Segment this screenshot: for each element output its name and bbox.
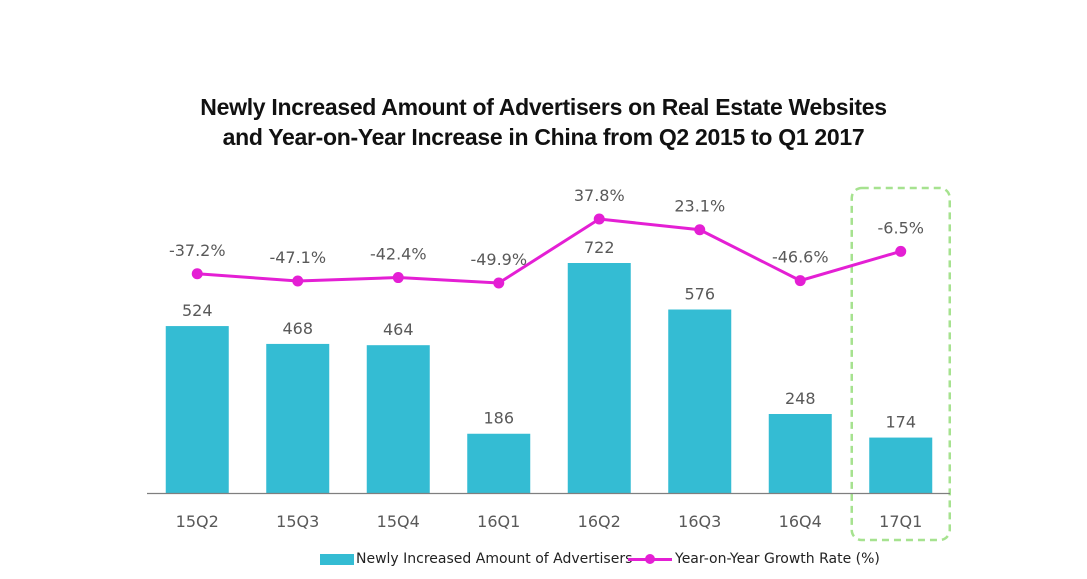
bar-value-label-17Q1: 174: [885, 413, 916, 432]
growth-label-16Q1: -49.9%: [470, 250, 527, 269]
bar-value-label-16Q2: 722: [584, 238, 615, 257]
x-tick-label-16Q3: 16Q3: [678, 512, 721, 531]
growth-label-16Q4: -46.6%: [772, 248, 829, 267]
growth-label-15Q4: -42.4%: [370, 245, 427, 264]
legend-swatch-line: [628, 552, 672, 566]
growth-point-15Q4: [392, 272, 404, 284]
bar-value-label-16Q3: 576: [684, 285, 715, 304]
growth-point-16Q2: [593, 213, 605, 225]
growth-label-16Q3: 23.1%: [674, 197, 725, 216]
x-tick-label-15Q3: 15Q3: [276, 512, 319, 531]
bar-16Q2: [567, 263, 631, 493]
growth-point-17Q1: [895, 245, 907, 257]
x-tick-label-16Q4: 16Q4: [779, 512, 822, 531]
legend-swatch-bar: [320, 553, 354, 565]
bar-value-label-15Q3: 468: [282, 319, 313, 338]
bar-15Q4: [366, 345, 430, 493]
x-tick-label-15Q4: 15Q4: [377, 512, 420, 531]
legend: Newly Increased Amount of Advertisers Ye…: [0, 551, 1087, 573]
x-tick-label-15Q2: 15Q2: [176, 512, 219, 531]
growth-label-15Q2: -37.2%: [169, 241, 226, 260]
bar-value-label-16Q4: 248: [785, 389, 816, 408]
chart-title-line-2: and Year-on-Year Increase in China from …: [222, 124, 865, 150]
bar-value-label-15Q2: 524: [182, 301, 213, 320]
x-tick-label-17Q1: 17Q1: [879, 512, 922, 531]
bar-15Q3: [266, 343, 330, 493]
growth-point-15Q2: [191, 268, 203, 280]
bar-value-label-16Q1: 186: [483, 409, 514, 428]
growth-label-15Q3: -47.1%: [269, 248, 326, 267]
legend-item-line: Year-on-Year Growth Rate (%): [628, 551, 880, 567]
legend-label-line: Year-on-Year Growth Rate (%): [675, 551, 880, 567]
growth-point-16Q3: [694, 224, 706, 236]
growth-rate-line: [197, 217, 902, 285]
highlight-box: [850, 186, 951, 542]
bar-16Q1: [467, 433, 531, 493]
legend-item-bars: Newly Increased Amount of Advertisers: [320, 551, 632, 567]
bar-15Q2: [165, 326, 229, 493]
growth-point-16Q1: [493, 277, 505, 289]
bar-value-label-15Q4: 464: [383, 320, 414, 339]
bar-17Q1: [869, 437, 933, 493]
growth-label-16Q2: 37.8%: [574, 186, 625, 205]
legend-label-bars: Newly Increased Amount of Advertisers: [356, 551, 633, 567]
chart-title-line-1: Newly Increased Amount of Advertisers on…: [200, 94, 887, 120]
x-tick-label-16Q2: 16Q2: [578, 512, 621, 531]
growth-point-16Q4: [794, 275, 806, 287]
chart-title: Newly Increased Amount of Advertisers on…: [0, 92, 1087, 152]
x-tick-label-16Q1: 16Q1: [477, 512, 520, 531]
bar-16Q4: [768, 413, 832, 493]
growth-point-15Q3: [292, 275, 304, 287]
bar-16Q3: [668, 309, 732, 493]
growth-label-17Q1: -6.5%: [878, 218, 924, 237]
